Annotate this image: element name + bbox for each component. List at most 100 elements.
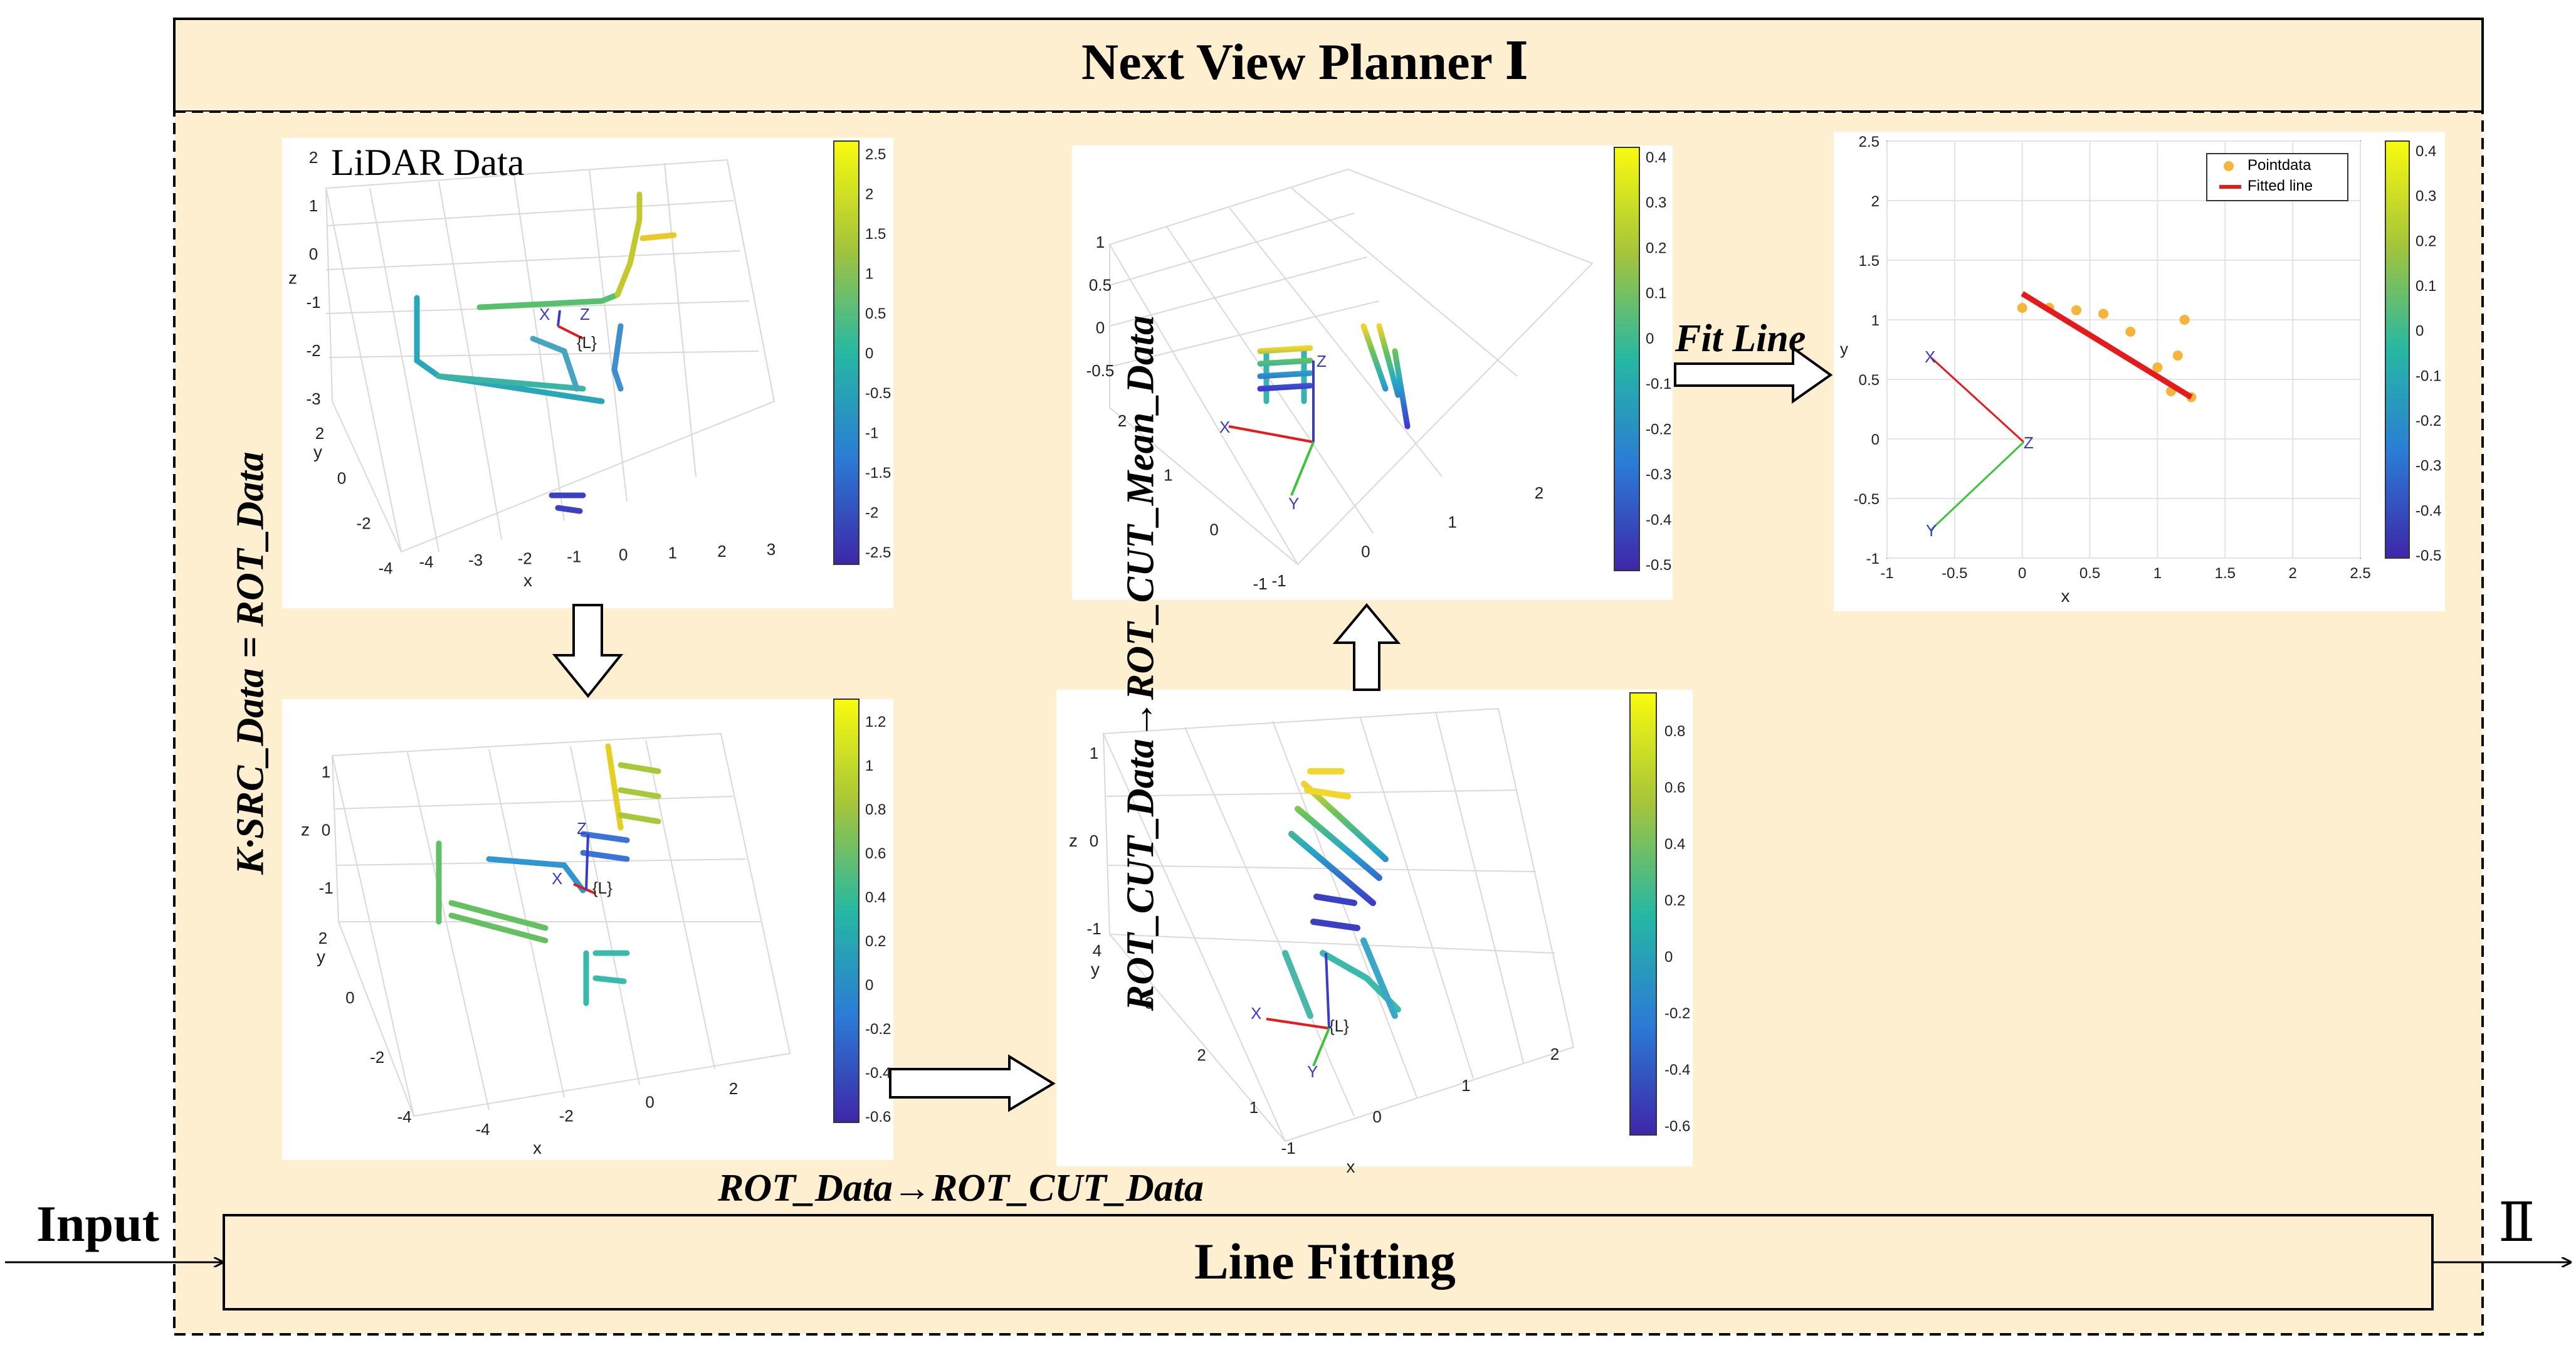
colorbar-tick: -0.2	[865, 1021, 891, 1038]
axis-tick-y: 0	[1209, 520, 1218, 539]
colorbar-tick: 2.5	[865, 146, 886, 163]
colorbar-tick: 1	[865, 266, 873, 283]
axis-tick-z: -2	[306, 341, 320, 360]
colorbar-tick: 0.6	[865, 845, 886, 862]
colorbar-tick: -0.4	[865, 1065, 891, 1082]
frame-label: X	[539, 305, 550, 324]
colorbar-tick: -0.2	[2416, 413, 2441, 430]
colorbar-tick: 0.2	[865, 933, 886, 950]
colorbar-tick: -0.4	[2416, 502, 2441, 519]
colorbar-tick: 0	[1664, 949, 1673, 966]
colorbar-tick: 0.3	[1646, 194, 1666, 211]
axis-label-z: z	[301, 820, 310, 840]
colorbar-tick: -0.4	[1646, 512, 1671, 529]
axis-tick-x: 0	[1361, 542, 1370, 561]
axis-tick-y: 0	[345, 988, 354, 1007]
axis-tick-y: -2	[356, 514, 371, 532]
colorbar-tick: 0.5	[865, 305, 886, 322]
colorbar-tick: -2.5	[865, 544, 891, 561]
axis-tick-x: 0	[1372, 1107, 1381, 1126]
axis-tick-z: 0	[322, 821, 330, 840]
colorbar-tick: 0.2	[1646, 240, 1666, 256]
axis-tick-z: 0.5	[1089, 275, 1112, 294]
fit-x-tick: -0.5	[1942, 565, 1967, 582]
frame-label: Y	[1288, 494, 1299, 513]
pointdata-point	[2071, 305, 2081, 315]
colorbar-tick: -0.2	[1646, 421, 1671, 438]
colorbar-tick: -0.4	[1664, 1062, 1690, 1079]
frame-label: X	[552, 869, 562, 888]
fit-x-tick: -1	[1880, 565, 1893, 582]
axis-tick-x: 2	[717, 542, 726, 561]
axis-tick-z: 1	[1090, 744, 1098, 762]
colorbar-tick: 0.1	[1646, 285, 1666, 302]
pointdata-point	[2017, 303, 2027, 313]
axis-tick-y: 2	[315, 424, 324, 443]
fit-x-tick: 2	[2288, 565, 2296, 582]
axis-label-z: z	[1069, 831, 1078, 850]
colorbar-tick: -0.1	[1646, 376, 1671, 393]
tick-labels: 2.5 2 1.5 1 0.5 0 -0.5 -1 -1.5 -2 -2.5 1.2 1 0.8 0.6 0.…	[288, 134, 2441, 1176]
axis-label-y: y	[1091, 959, 1100, 979]
pointdata-point	[2152, 362, 2163, 372]
axis-tick-x: 1	[1461, 1076, 1470, 1095]
fit-y-tick: -0.5	[1854, 491, 1879, 508]
axis-tick-y: 0	[337, 469, 346, 488]
axis-tick-y: 2	[1118, 411, 1127, 430]
axis-tick-z: 0	[1096, 319, 1105, 337]
frame-label: X	[1925, 347, 1935, 366]
colorbar-tick: 0	[865, 977, 873, 994]
pointdata-point	[2125, 327, 2136, 337]
colorbar-tick: -0.6	[865, 1109, 891, 1126]
axis-tick-z: 0	[309, 245, 318, 263]
axis-tick-y: 3	[1145, 993, 1154, 1012]
axis-tick-x: -4	[475, 1120, 490, 1139]
colorbar-tick: -1	[865, 425, 878, 442]
rot-cut-point-cloud	[1282, 768, 1401, 1019]
axis-tick-y: -2	[370, 1048, 384, 1067]
fit-axis-label-x: x	[2061, 586, 2070, 606]
fit-axis-label-y: y	[1840, 339, 1848, 358]
pointdata-point	[2179, 315, 2190, 325]
lidar-point-cloud	[414, 191, 677, 514]
plot-fit-line	[1834, 132, 2445, 611]
fit-x-tick: 1	[2153, 565, 2162, 582]
colorbar-tick: 0.4	[1664, 836, 1685, 853]
colorbar-tick: 0.6	[1664, 779, 1685, 796]
colorbar-tick: 0.3	[2416, 188, 2436, 205]
frame-label: {L}	[1329, 1016, 1349, 1035]
frame-label: {L}	[577, 333, 597, 352]
fit-x-tick: 1.5	[2215, 565, 2236, 582]
axis-label-x: x	[1347, 1157, 1355, 1176]
colorbar-tick: 1.2	[865, 714, 886, 731]
colorbar-tick: -0.3	[2416, 458, 2441, 475]
mean-point-cloud	[1257, 323, 1411, 430]
pointdata-point	[2172, 351, 2183, 361]
plot-rot-cut-data	[1056, 690, 1693, 1166]
colorbar-tick: -0.3	[1646, 467, 1671, 483]
frame-label: Z	[1317, 352, 1327, 371]
fit-y-tick: 1.5	[1859, 253, 1879, 270]
plot-rot-cut-mean-data	[1072, 145, 1673, 600]
fit-y-tick: 2	[1871, 193, 1879, 210]
colorbar-rot-cut	[1629, 692, 1657, 1136]
axis-tick-x: -3	[468, 551, 483, 569]
axis-tick-x: -1	[1271, 571, 1286, 590]
plot-rot-data	[282, 699, 893, 1160]
rot-point-cloud	[436, 743, 661, 1006]
arrow-up-cut-to-mean	[1332, 603, 1401, 691]
axis-tick-z: 0	[1090, 831, 1098, 850]
axis-tick-x: -2	[559, 1106, 574, 1125]
axis-tick-x: -4	[419, 552, 433, 571]
colorbar-tick: -0.5	[1646, 557, 1671, 574]
fit-x-tick: 0	[2018, 565, 2026, 582]
axis-tick-x: -2	[518, 549, 532, 567]
colorbar-tick: -0.5	[2416, 547, 2441, 564]
frame-label: X	[1251, 1004, 1261, 1023]
axis-tick-x: 1	[1448, 513, 1456, 532]
colorbar-tick: 0.2	[2416, 233, 2436, 250]
axis-tick-z: 1	[322, 762, 330, 781]
axis-tick-x: 2	[1535, 483, 1543, 502]
colorbar-tick: -0.1	[2416, 367, 2441, 384]
